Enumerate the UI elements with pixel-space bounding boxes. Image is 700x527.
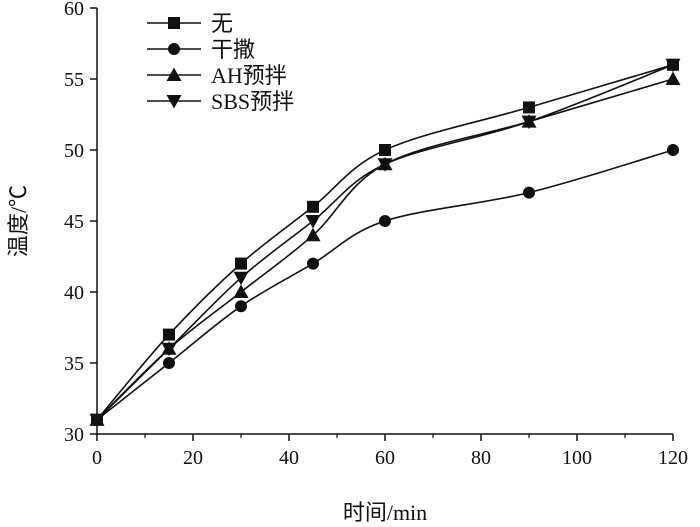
- legend-item-3: AH预拌: [147, 63, 287, 88]
- data-point: [307, 200, 319, 213]
- y-tick-label: 40: [64, 282, 84, 304]
- x-axis-label: 时间/min: [343, 500, 427, 525]
- data-point: [163, 357, 175, 369]
- legend-marker: [166, 67, 182, 81]
- legend-item-4: SBS预拌: [147, 89, 294, 114]
- series-3: [89, 71, 681, 426]
- data-point: [523, 186, 535, 199]
- plot-area: [89, 58, 681, 428]
- y-tick-label: 30: [64, 424, 84, 446]
- data-point: [235, 257, 247, 270]
- legend-marker: [168, 17, 180, 29]
- legend-item-2: 干撒: [147, 37, 255, 62]
- data-point: [307, 257, 319, 270]
- data-point: [89, 413, 105, 428]
- y-tick-label: 50: [64, 140, 84, 162]
- data-point: [667, 144, 679, 156]
- y-tick-label: 35: [64, 353, 84, 375]
- legend-label: 无: [211, 11, 233, 36]
- data-point: [163, 328, 175, 341]
- series-line: [96, 64, 674, 421]
- legend-marker: [166, 95, 182, 109]
- data-point: [379, 144, 391, 156]
- data-point: [305, 227, 321, 242]
- series-line: [96, 149, 674, 421]
- legend-marker: [168, 43, 180, 55]
- x-tick-label: 80: [471, 447, 491, 469]
- x-tick-label: 120: [658, 447, 688, 469]
- data-point: [233, 271, 249, 286]
- data-point: [523, 101, 535, 114]
- axes: 0 20 40 60 80 100 120 30 35 40 45 50 55 60: [64, 0, 688, 469]
- x-tick-label: 40: [279, 447, 299, 469]
- data-point: [233, 284, 249, 298]
- data-point: [665, 71, 681, 85]
- y-tick-label: 60: [64, 0, 84, 20]
- x-tick-label: 20: [183, 447, 203, 469]
- series-line: [96, 64, 674, 421]
- data-point: [235, 300, 247, 313]
- data-point: [377, 158, 393, 172]
- data-point: [379, 215, 391, 227]
- data-point: [161, 342, 177, 357]
- legend-label: SBS预拌: [211, 89, 294, 114]
- series-4: [89, 58, 681, 428]
- series-1: [91, 58, 679, 426]
- data-point: [305, 215, 321, 229]
- x-tick-label: 100: [562, 447, 592, 469]
- data-point: [665, 58, 681, 73]
- legend-label: AH预拌: [211, 63, 287, 88]
- y-tick-label: 45: [64, 211, 84, 233]
- legend-item-1: 无: [147, 11, 233, 36]
- data-point: [521, 115, 537, 130]
- x-tick-label: 60: [375, 447, 395, 469]
- series-2: [91, 144, 679, 426]
- x-tick-label: 0: [92, 447, 102, 469]
- series-line: [96, 78, 674, 421]
- legend-label: 干撒: [211, 37, 255, 62]
- y-axis-label: 温度/℃: [6, 185, 31, 257]
- y-tick-label: 55: [64, 69, 84, 91]
